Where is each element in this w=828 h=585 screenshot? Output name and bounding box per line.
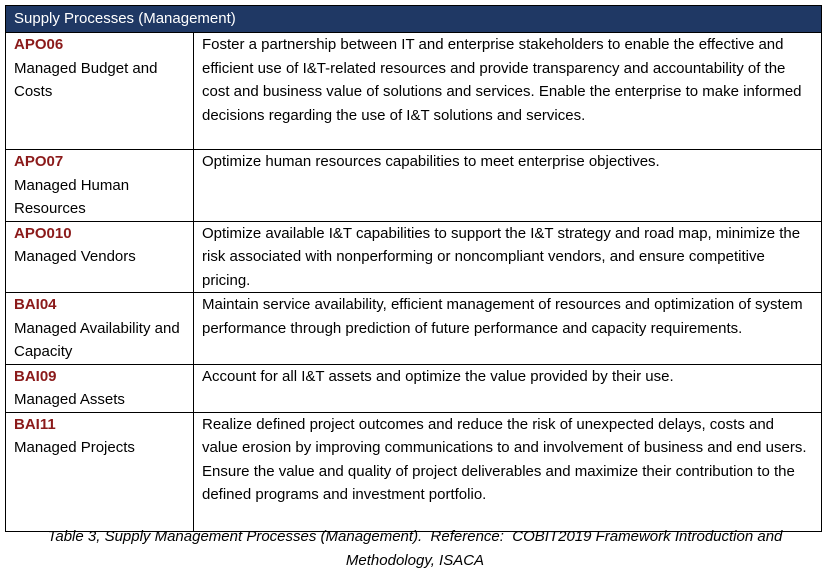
table-row: BAI11 Managed Projects Realize defined pro… bbox=[5, 411, 822, 532]
caption: Table 3, Supply Management Processes (Ma… bbox=[47, 528, 787, 569]
process-cell: APO07 Managed Human Resources bbox=[5, 149, 194, 222]
process-description: Optimize human resources capabilities to… bbox=[193, 149, 822, 222]
process-code: BAI04 bbox=[14, 296, 57, 313]
process-cell: BAI11 Managed Projects bbox=[5, 411, 194, 532]
process-code: APO010 bbox=[14, 224, 72, 242]
process-table: Supply Processes (Management) APO06 Manag… bbox=[5, 5, 822, 532]
process-description: Foster a partnership between IT and ente… bbox=[193, 32, 822, 150]
table-row: APO06 Managed Budget and Costs Foster a pa… bbox=[5, 32, 822, 150]
process-name: Managed Assets bbox=[14, 391, 125, 408]
process-code: BAI11 bbox=[14, 415, 56, 433]
process-name: Managed Availability and Capacity bbox=[14, 319, 180, 361]
process-description: Account for all I&T assets and optimize … bbox=[193, 363, 822, 413]
process-name: Managed Vendors bbox=[14, 248, 136, 265]
process-code: APO06 bbox=[14, 36, 64, 53]
table-row: APO010 Managed Vendors Optimize available … bbox=[5, 220, 822, 293]
table-header: Supply Processes (Management) bbox=[5, 5, 822, 33]
process-cell: APO010 Managed Vendors bbox=[5, 220, 194, 293]
process-cell: BAI04 Managed Availability and Capacity bbox=[5, 292, 194, 365]
table-row: BAI04 Managed Availability and Capacity Ma… bbox=[5, 292, 822, 365]
process-cell: APO06 Managed Budget and Costs bbox=[5, 32, 194, 150]
process-cell: BAI09 Managed Assets bbox=[5, 363, 194, 413]
process-code: APO07 bbox=[14, 153, 64, 170]
table-row: APO07 Managed Human Resources Optimize hum… bbox=[5, 149, 822, 222]
process-code: BAI09 bbox=[14, 367, 57, 385]
process-description: Realize defined project outcomes and red… bbox=[193, 411, 822, 532]
process-description: Optimize available I&T capabilities to s… bbox=[193, 220, 822, 293]
process-name: Managed Budget and Costs bbox=[14, 59, 158, 101]
process-name: Managed Human Resources bbox=[14, 176, 130, 218]
table-row: BAI09 Managed Assets Account for all I&T a… bbox=[5, 363, 822, 413]
process-description: Maintain service availability, efficient… bbox=[193, 292, 822, 365]
process-name: Managed Projects bbox=[14, 439, 135, 456]
